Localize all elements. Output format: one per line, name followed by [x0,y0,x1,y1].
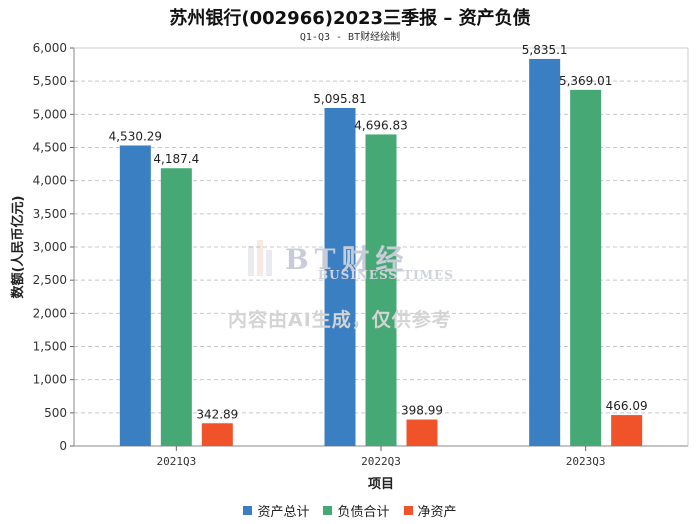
watermark-note: 内容由AI生成，仅供参考 [228,309,452,331]
y-tick-label: 4,500 [33,141,67,155]
watermark-logo-icon [248,240,278,276]
bar [201,423,233,446]
bar-value-label: 342.89 [196,407,238,421]
x-tick-label: 2023Q3 [566,455,606,468]
legend-swatch [243,506,253,515]
bar-value-label: 5,095.81 [313,92,366,106]
legend-label: 负债合计 [337,505,390,520]
legend-item-total-assets[interactable]: 资产总计 [243,501,309,520]
y-tick-label: 3,500 [33,207,67,221]
bar [160,168,192,447]
bar-value-label: 5,835.1 [522,43,568,57]
y-axis-title: 数额(人民币亿元) [10,196,26,299]
bar [119,145,151,446]
watermark-brand-sub: BUSINESS TIMES [318,268,454,282]
watermark-brand: BT财经 [285,243,410,276]
bar-value-label: 4,187.4 [153,152,199,166]
y-tick-label: 2,000 [33,306,67,320]
bar-value-label: 4,530.29 [109,129,162,143]
legend-item-net-assets[interactable]: 净资产 [403,501,457,520]
chart-title: 苏州银行(002966)2023三季报 – 资产负债 [169,8,531,29]
legend-label: 净资产 [417,505,457,520]
bar-value-label: 5,369.01 [559,74,612,88]
bar [611,415,643,446]
y-tick-label: 3,000 [33,240,67,254]
bar [529,58,561,447]
y-tick-label: 1,500 [33,340,67,354]
bar [406,419,438,446]
x-axis-title: 项目 [368,477,394,492]
y-tick-label: 5,000 [33,107,67,121]
y-tick-label: 0 [59,439,67,453]
x-tick-label: 2021Q3 [156,455,196,468]
bar-value-label: 4,696.83 [354,118,407,132]
bar-value-label: 466.09 [606,399,648,413]
bar-value-label: 398.99 [401,404,443,418]
legend-swatch [323,506,333,515]
legend-swatch [403,506,413,515]
chart-legend: 资产总计 负债合计 净资产 [0,501,700,520]
y-tick-label: 6,000 [33,41,67,55]
bar [570,89,602,447]
y-tick-label: 2,500 [33,273,67,287]
bar [365,134,397,446]
chart-subtitle: Q1-Q3 - BT财经绘制 [299,32,401,43]
y-tick-label: 5,500 [33,74,67,88]
bar [324,107,356,446]
y-tick-label: 1,000 [33,373,67,387]
x-tick-label: 2022Q3 [361,455,401,468]
y-tick-label: 500 [44,406,67,420]
legend-label: 资产总计 [257,505,310,520]
y-tick-label: 4,000 [33,174,67,188]
legend-item-total-liabilities[interactable]: 负债合计 [323,501,390,520]
